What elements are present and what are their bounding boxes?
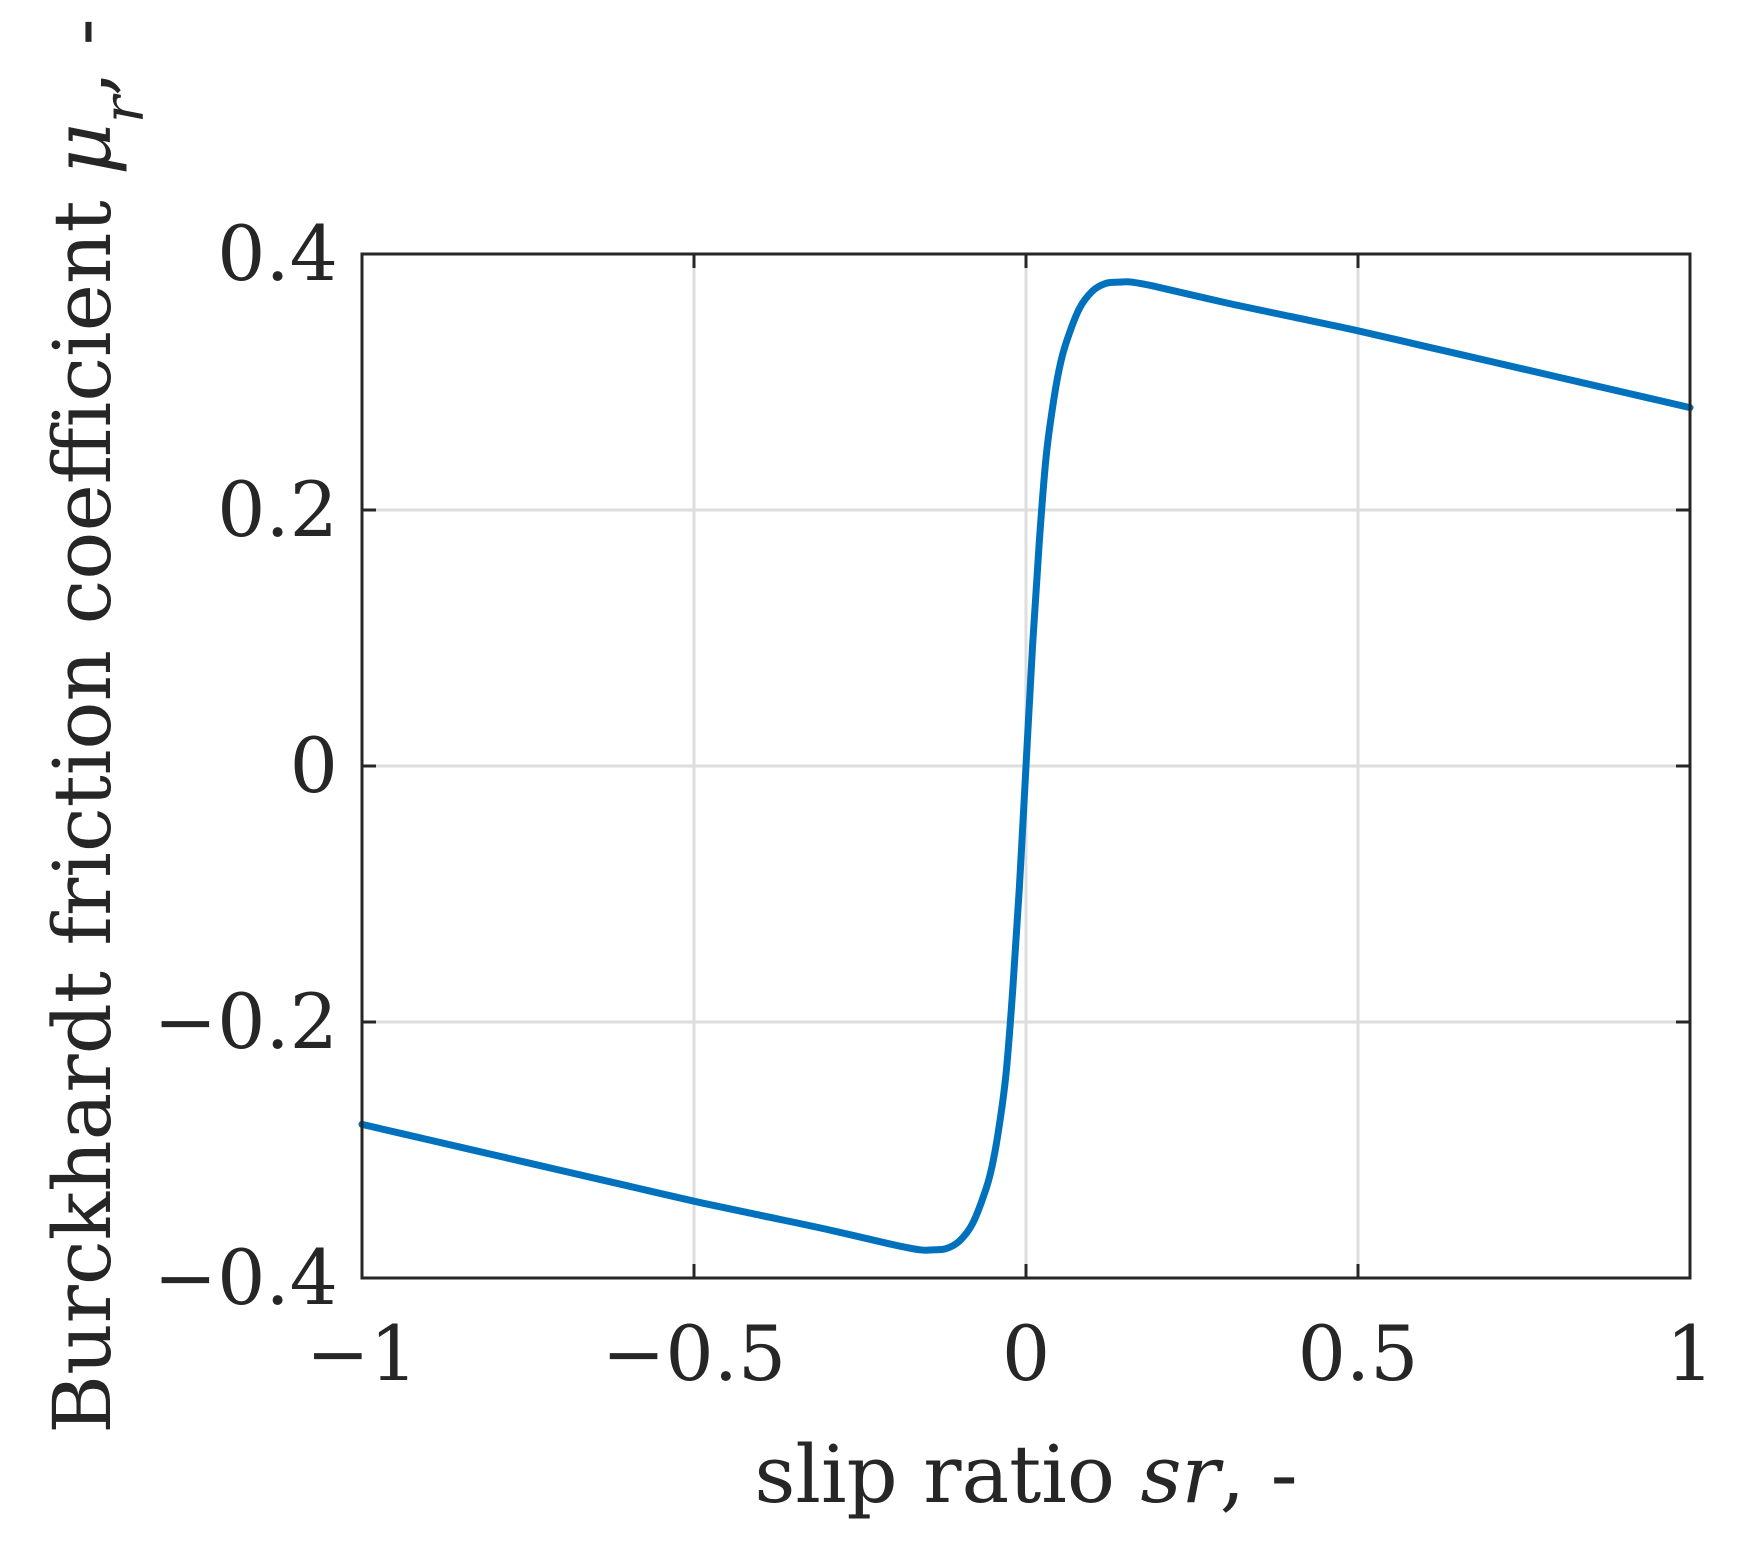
x-axis-label-symbol: sr xyxy=(1140,1428,1224,1521)
x-tick-labels: −1 −0.5 0 0.5 1 xyxy=(306,1309,1714,1398)
series-group xyxy=(358,278,1694,1254)
y-tick-label: −0.2 xyxy=(153,977,338,1066)
x-tick-label: −1 xyxy=(306,1309,418,1398)
y-axis-label-prefix: Burckhardt friction coefficient xyxy=(36,175,129,1434)
y-tick-label: 0 xyxy=(290,721,338,810)
x-axis-label-suffix: , - xyxy=(1220,1428,1298,1521)
x-tick-label: −0.5 xyxy=(602,1309,787,1398)
y-tick-label: −0.4 xyxy=(153,1233,338,1322)
x-axis-label: slip ratio sr, - xyxy=(754,1428,1297,1521)
x-tick-label: 0 xyxy=(1002,1309,1050,1398)
y-axis-label-subscript: r xyxy=(92,93,157,123)
x-tick-label: 1 xyxy=(1666,1309,1714,1398)
x-tick-label: 0.5 xyxy=(1298,1309,1419,1398)
y-tick-label: 0.4 xyxy=(217,209,338,298)
y-axis-label-suffix: , - xyxy=(36,18,129,96)
tick-marks xyxy=(360,252,1692,1280)
y-axis-label: Burckhardt friction coefficient μr, - xyxy=(36,18,157,1433)
y-axis-label-symbol: μ xyxy=(36,123,129,175)
y-tick-label: 0.2 xyxy=(217,465,338,554)
y-tick-labels: −0.4 −0.2 0 0.2 0.4 xyxy=(153,209,338,1322)
series-line xyxy=(358,278,1694,1254)
x-axis-label-prefix: slip ratio xyxy=(754,1428,1140,1521)
